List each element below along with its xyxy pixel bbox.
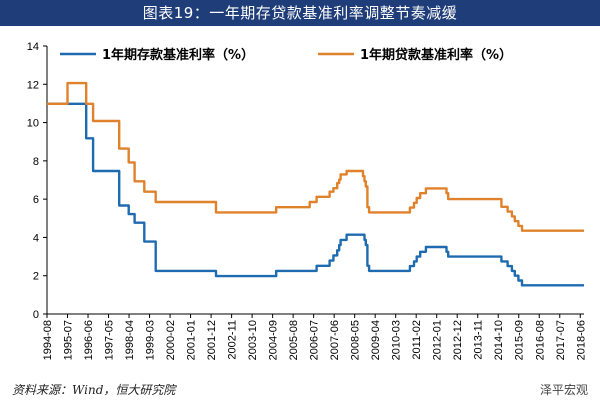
- legend-label: 1年期贷款基准利率（%）: [360, 47, 512, 63]
- x-tick-label: 2005-08: [288, 320, 300, 360]
- x-tick-label: 2010-03: [391, 320, 403, 360]
- series-layer: [47, 81, 584, 287]
- x-tick-label: 2012-12: [452, 320, 464, 360]
- x-tick-label: 2018-06: [575, 320, 587, 360]
- y-tick-label: 8: [33, 156, 39, 168]
- y-tick-label: 14: [27, 41, 39, 53]
- x-tick-label: 2001-12: [206, 320, 218, 360]
- x-tick-label: 2006-07: [309, 320, 321, 360]
- x-tick-label: 2011-02: [411, 320, 423, 360]
- y-tick-label: 2: [33, 271, 39, 283]
- y-tick-label: 4: [33, 232, 39, 244]
- y-tick-label: 0: [33, 309, 39, 321]
- x-tick-label: 2012-01: [432, 320, 444, 360]
- x-tick-label: 2003-10: [247, 320, 259, 360]
- y-tick-label: 10: [27, 118, 39, 130]
- x-tick-label: 2009-04: [370, 320, 382, 360]
- watermark: 泽平宏观: [539, 383, 588, 397]
- series-line-deposit-rate: [47, 102, 584, 287]
- x-tick-label: 2002-11: [227, 320, 239, 360]
- x-tick-label: 1994-08: [42, 320, 54, 360]
- y-tick-label: 6: [33, 194, 39, 206]
- x-tick-label: 2015-09: [514, 320, 526, 360]
- series-line-lending-rate: [47, 81, 584, 232]
- x-tick-label: 2000-02: [165, 320, 177, 360]
- x-tick-label: 2008-05: [350, 320, 362, 360]
- y-tick-label: 12: [27, 79, 39, 91]
- x-tick-label: 1995-07: [63, 320, 75, 360]
- x-tick-label: 1999-03: [145, 320, 157, 360]
- legend: 1年期存款基准利率（%） 1年期贷款基准利率（%）: [60, 47, 512, 63]
- chart-title: 图表19：一年期存贷款基准利率调整节奏减缓: [0, 0, 600, 26]
- x-tick-label: 2016-08: [534, 320, 546, 360]
- source-note: 资料来源：Wind，恒大研究院: [12, 383, 176, 397]
- x-tick-label: 1997-05: [104, 320, 116, 360]
- axes: 0 2 4 6 8 10 12 14 1994-08 1995-07 1996-06 1997-05 1…: [27, 41, 588, 360]
- x-tick-label: 1998-04: [124, 320, 136, 360]
- legend-label: 1年期存款基准利率（%）: [102, 47, 254, 63]
- x-tick-label: 2007-06: [329, 320, 341, 360]
- x-tick-label: 2017-07: [555, 320, 567, 360]
- x-tick-label: 2014-10: [493, 320, 505, 360]
- x-tick-label: 2004-09: [268, 320, 280, 360]
- x-tick-label: 2001-01: [186, 320, 198, 360]
- x-tick-label: 2013-11: [473, 320, 485, 360]
- chart-plot-area: 0 2 4 6 8 10 12 14 1994-08 1995-07 1996-06 1997-05 1…: [27, 41, 588, 360]
- x-tick-label: 1996-06: [83, 320, 95, 360]
